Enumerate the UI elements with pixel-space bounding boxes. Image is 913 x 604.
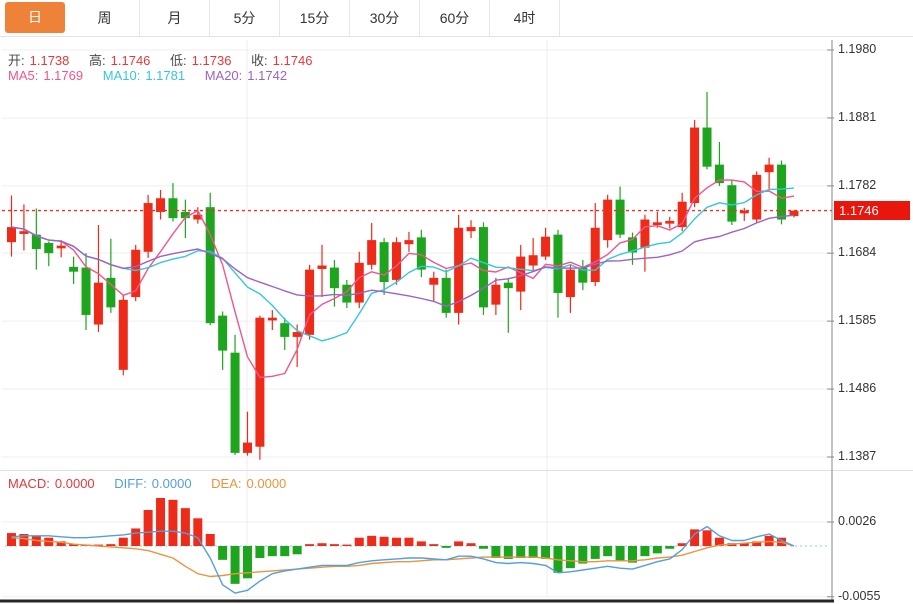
- timeframe-tabbar: 日周月 5分 15分 30分 60分 4时: [0, 0, 913, 37]
- tab-30min[interactable]: 30分: [350, 0, 420, 36]
- tab-15min[interactable]: 15分: [280, 0, 350, 36]
- macd-axis-label: 0.0026: [838, 514, 877, 528]
- macd-readout: MACD: 0.0000 DIFF: 0.0000 DEA: 0.0000: [8, 476, 291, 491]
- high-value: 1.1746: [110, 53, 151, 68]
- ma20-label: MA20:: [204, 68, 243, 83]
- dea-value: 0.0000: [246, 476, 287, 491]
- open-value: 1.1738: [29, 53, 70, 68]
- tab-4hour[interactable]: 4时: [490, 0, 560, 36]
- tab-day[interactable]: 日: [5, 2, 65, 33]
- price-axis-label: 1.1980: [838, 42, 877, 56]
- price-axis-label: 1.1684: [838, 245, 877, 260]
- ma10-value: 1.1781: [145, 68, 186, 83]
- diff-value: 0.0000: [151, 476, 192, 491]
- last-price-badge: 1.1746: [834, 201, 910, 221]
- high-label: 高:: [89, 53, 106, 68]
- low-label: 低:: [170, 53, 187, 68]
- ohlc-readout: 开: 1.1738 高: 1.1746 低: 1.1736 收: 1.1746: [8, 50, 317, 69]
- price-axis-label: 1.1387: [838, 449, 877, 463]
- ma-readout: MA5: 1.1769 MA10: 1.1781 MA20: 1.1742: [8, 68, 292, 83]
- price-axis-label: 1.1585: [838, 313, 877, 328]
- price-axis-label: 1.1881: [838, 109, 877, 124]
- macd-label: MACD:: [8, 476, 50, 491]
- ma5-value: 1.1769: [43, 68, 84, 83]
- price-axis-label: 1.1486: [838, 381, 877, 396]
- close-label: 收:: [251, 53, 268, 68]
- tab-week[interactable]: 周: [70, 0, 140, 36]
- ma10-label: MA10:: [102, 68, 141, 83]
- tab-month[interactable]: 月: [140, 0, 210, 36]
- macd-value: 0.0000: [54, 476, 95, 491]
- close-value: 1.1746: [272, 53, 313, 68]
- price-axis-label: 1.1782: [838, 177, 877, 192]
- tab-5min[interactable]: 5分: [210, 0, 280, 36]
- low-value: 1.1736: [191, 53, 232, 68]
- dea-label: DEA:: [211, 476, 242, 491]
- diff-label: DIFF:: [114, 476, 147, 491]
- ma5-label: MA5:: [8, 68, 39, 83]
- ma20-value: 1.1742: [247, 68, 288, 83]
- open-label: 开:: [8, 53, 25, 68]
- macd-axis-label: -0.0055: [838, 588, 881, 603]
- tab-60min[interactable]: 60分: [420, 0, 490, 36]
